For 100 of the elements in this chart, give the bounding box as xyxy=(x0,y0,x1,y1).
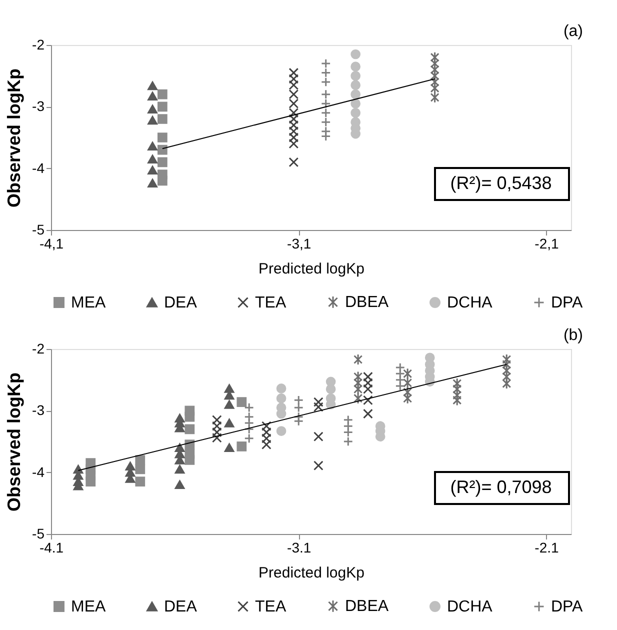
point xyxy=(244,402,254,413)
legend-label: DPA xyxy=(551,294,584,312)
point xyxy=(236,442,247,452)
point xyxy=(212,427,222,438)
annotation: (R²)= 0,5438 xyxy=(450,173,552,193)
point xyxy=(288,68,299,78)
point xyxy=(184,412,195,422)
point xyxy=(354,377,363,389)
point xyxy=(403,368,412,380)
y-tick-label: -5 xyxy=(32,526,45,542)
point xyxy=(320,98,331,109)
x-tick-label: -2.1 xyxy=(534,540,560,556)
point xyxy=(212,414,222,425)
y-tick-label: -4 xyxy=(32,160,45,176)
point xyxy=(363,372,373,382)
point xyxy=(148,178,158,188)
point xyxy=(320,89,331,100)
point xyxy=(430,64,440,76)
point xyxy=(224,384,234,393)
point xyxy=(157,132,168,142)
point xyxy=(288,132,299,142)
point xyxy=(403,377,412,389)
point xyxy=(174,480,185,490)
point xyxy=(294,395,304,406)
point xyxy=(288,126,299,136)
point xyxy=(288,114,299,124)
point xyxy=(363,395,373,406)
point xyxy=(502,354,512,366)
point xyxy=(135,455,146,465)
text: (b) xyxy=(563,327,583,344)
point xyxy=(320,68,331,78)
point xyxy=(148,92,158,101)
point xyxy=(157,89,168,100)
point xyxy=(354,392,363,404)
legend-label: DCHA xyxy=(447,294,493,312)
point xyxy=(354,354,363,366)
point xyxy=(261,421,272,432)
legend-label: TEA xyxy=(255,294,286,312)
x-tick-label: -4,1 xyxy=(39,236,64,252)
point xyxy=(430,76,440,88)
legend-label: DCHA xyxy=(447,598,493,616)
point xyxy=(261,427,272,438)
legend-label: DEA xyxy=(164,598,198,616)
point xyxy=(320,108,331,118)
point xyxy=(288,108,299,118)
legend-label: DBEA xyxy=(345,294,389,312)
y-tick-label: -4 xyxy=(32,464,45,480)
annotation: (R²)= 0,7098 xyxy=(450,477,552,497)
point xyxy=(430,52,440,64)
point xyxy=(502,378,512,390)
point xyxy=(148,142,158,151)
point xyxy=(350,89,361,100)
point xyxy=(148,81,158,90)
point xyxy=(343,436,354,446)
point xyxy=(343,414,354,425)
point xyxy=(395,374,406,385)
point xyxy=(157,144,168,155)
y-tick-label: -3 xyxy=(32,98,45,114)
point xyxy=(276,393,286,404)
x-tick-label: -2,1 xyxy=(534,236,560,252)
point xyxy=(148,116,158,125)
point xyxy=(86,476,96,487)
point xyxy=(350,70,361,81)
point xyxy=(350,80,361,90)
y-tick-label: -5 xyxy=(32,222,45,238)
point xyxy=(174,464,185,474)
y-tick-label: -2 xyxy=(32,36,45,52)
point xyxy=(261,433,272,444)
point xyxy=(157,114,168,124)
point xyxy=(276,426,286,436)
point xyxy=(148,166,158,175)
point xyxy=(313,432,324,442)
point xyxy=(224,418,234,428)
legend-label: TEA xyxy=(255,598,286,616)
point xyxy=(135,476,146,487)
point xyxy=(261,440,272,450)
point xyxy=(354,383,363,395)
point xyxy=(350,98,361,109)
point xyxy=(313,402,324,412)
point xyxy=(452,394,462,406)
point xyxy=(350,62,361,72)
point xyxy=(157,176,168,186)
point xyxy=(244,418,254,428)
y-tick-label: -3 xyxy=(32,402,45,418)
point xyxy=(135,464,146,474)
point xyxy=(212,432,222,443)
point xyxy=(184,455,195,465)
point xyxy=(244,412,254,422)
point xyxy=(363,384,373,394)
point xyxy=(224,400,234,409)
point xyxy=(148,104,158,114)
point xyxy=(288,120,299,130)
point xyxy=(430,92,440,104)
point xyxy=(452,378,462,390)
point xyxy=(430,70,440,82)
point xyxy=(224,443,234,452)
point xyxy=(244,424,254,434)
point xyxy=(320,131,331,142)
point xyxy=(452,383,462,395)
point xyxy=(148,154,158,164)
